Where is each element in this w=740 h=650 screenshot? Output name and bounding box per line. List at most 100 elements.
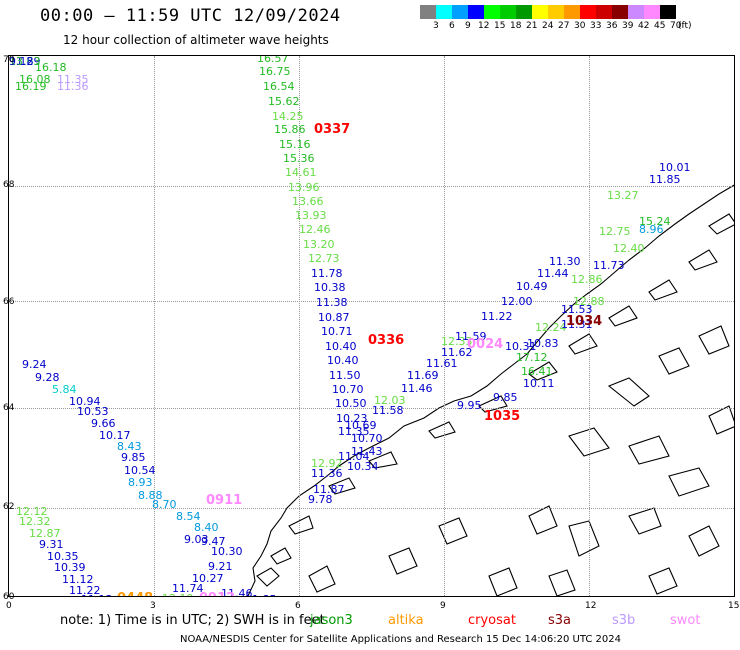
wave-height-label: 15.16 bbox=[279, 138, 311, 151]
wave-height-label: 13.93 bbox=[295, 209, 327, 222]
wave-height-label: 5.84 bbox=[52, 383, 77, 396]
wave-height-label: 11.35 bbox=[338, 425, 370, 438]
colorbar-swatch bbox=[644, 5, 660, 19]
wave-height-label: 9.66 bbox=[91, 417, 116, 430]
wave-height-label: 8.96 bbox=[639, 223, 664, 236]
wave-height-label: 11.31 bbox=[561, 318, 593, 331]
wave-height-label: 9.21 bbox=[208, 560, 233, 573]
wave-height-label: 12.88 bbox=[573, 295, 605, 308]
colorbar-label: 36 bbox=[606, 21, 618, 31]
meridian-gridline bbox=[589, 56, 590, 596]
wave-height-label: 14.25 bbox=[272, 110, 304, 123]
wave-height-label: 11.53 bbox=[561, 303, 593, 316]
pass-time-label: 0912 bbox=[199, 592, 235, 596]
colorbar-swatch bbox=[500, 5, 516, 19]
wave-height-label: 11.30 bbox=[549, 255, 581, 268]
colorbar-swatch bbox=[580, 5, 596, 19]
wave-height-label: 10.40 bbox=[325, 340, 357, 353]
wave-height-label: 8.43 bbox=[117, 440, 142, 453]
meridian-gridline bbox=[299, 56, 300, 596]
wave-height-label: 13.63 bbox=[9, 55, 41, 68]
wave-height-label: 12.33 bbox=[441, 335, 473, 348]
parallel-gridline bbox=[9, 186, 734, 187]
colorbar-swatch bbox=[660, 5, 676, 19]
satellite-legend-s3a: s3a bbox=[548, 613, 572, 628]
wave-height-label: 11.62 bbox=[441, 346, 473, 359]
wave-height-label: 9.24 bbox=[22, 358, 47, 371]
meridian-gridline bbox=[154, 56, 155, 596]
wave-height-label: 16.57 bbox=[257, 55, 289, 65]
wave-height-label: 13.96 bbox=[288, 181, 320, 194]
wave-height-label: 11.85 bbox=[245, 594, 277, 596]
pass-time-label: 0337 bbox=[314, 122, 351, 137]
latitude-tick-label: 62 bbox=[3, 502, 15, 512]
wave-height-label: 9.03 bbox=[184, 533, 209, 546]
colorbar-label: 42 bbox=[638, 21, 650, 31]
latitude-tick-label: 64 bbox=[3, 403, 15, 413]
wave-height-label: 10.30 bbox=[211, 545, 243, 558]
wave-height-label: 10.70 bbox=[351, 432, 383, 445]
wave-height-label: 11.36 bbox=[57, 80, 89, 93]
wave-height-label: 8.70 bbox=[152, 498, 177, 511]
chart-title: 00:00 – 11:59 UTC 12/09/2024 bbox=[40, 6, 341, 26]
wave-height-label: 10.40 bbox=[327, 354, 359, 367]
longitude-tick-label: 12 bbox=[585, 601, 597, 611]
wave-height-label: 11.04 bbox=[338, 450, 370, 463]
wave-height-label: 9.78 bbox=[308, 493, 333, 506]
colorbar-swatch bbox=[516, 5, 532, 19]
meridian-gridline bbox=[444, 56, 445, 596]
coastline bbox=[247, 184, 734, 596]
satellite-legend-swot: swot bbox=[670, 613, 701, 628]
parallel-gridline bbox=[9, 301, 734, 302]
satellite-legend-s3b: s3b bbox=[612, 613, 636, 628]
latitude-tick-label: 66 bbox=[3, 297, 15, 307]
satellite-legend-altika: altika bbox=[388, 613, 424, 628]
wave-height-label: 11.12 bbox=[62, 573, 94, 586]
footnote: note: 1) Time is in UTC; 2) SWH is in fe… bbox=[60, 613, 325, 628]
colorbar-swatch bbox=[564, 5, 580, 19]
parallel-gridline bbox=[9, 408, 734, 409]
wave-height-label: 11.29 bbox=[9, 55, 41, 68]
wave-height-label: 16.18 bbox=[35, 61, 67, 74]
colorbar-label: 3 bbox=[433, 21, 439, 31]
wave-height-label: 11.85 bbox=[649, 173, 681, 186]
latitude-tick-label: 60 bbox=[3, 592, 15, 602]
wave-height-label: 12.00 bbox=[501, 295, 533, 308]
satellite-legend-cryosat: cryosat bbox=[468, 613, 516, 628]
wave-height-label: 10.71 bbox=[321, 325, 353, 338]
colorbar-label: 33 bbox=[590, 21, 602, 31]
wave-height-label: 8.88 bbox=[138, 489, 163, 502]
wave-height-label: 12.12 bbox=[16, 505, 48, 518]
colorbar-label: 27 bbox=[558, 21, 570, 31]
wave-height-label: 12.19 bbox=[162, 593, 194, 596]
wave-height-label: 12.24 bbox=[535, 321, 567, 334]
wave-height-label: 12.32 bbox=[19, 515, 51, 528]
wave-height-label: 10.94 bbox=[69, 395, 101, 408]
wave-height-label: 10.69 bbox=[345, 419, 377, 432]
wave-height-label: 16.75 bbox=[259, 65, 291, 78]
wave-height-label: 11.59 bbox=[455, 330, 487, 343]
wave-height-label: 11.44 bbox=[537, 267, 569, 280]
chart-subtitle: 12 hour collection of altimeter wave hei… bbox=[63, 33, 329, 47]
wave-height-label: 12.87 bbox=[29, 527, 61, 540]
wave-height-label: 11.22 bbox=[481, 310, 513, 323]
latitude-tick-label: 68 bbox=[3, 180, 15, 190]
wave-height-label: 11.78 bbox=[311, 267, 343, 280]
colorbar-swatch bbox=[596, 5, 612, 19]
map-panel: 16.18 16.08 16.19 11.35 11.36 16.57 16.75 16.54… bbox=[8, 55, 735, 597]
longitude-tick-label: 6 bbox=[295, 601, 301, 611]
colorbar bbox=[420, 5, 676, 19]
colorbar-swatch bbox=[436, 5, 452, 19]
wave-height-label: 10.23 bbox=[336, 412, 368, 425]
wave-height-label: 11.46 bbox=[401, 382, 433, 395]
colorbar-swatch bbox=[484, 5, 500, 19]
wave-height-label: 9.85 bbox=[121, 451, 146, 464]
wave-height-label: 12.92 bbox=[311, 457, 343, 470]
wave-height-label: 14.61 bbox=[285, 166, 317, 179]
wave-height-label: 9.95 bbox=[457, 399, 482, 412]
parallel-gridline bbox=[9, 508, 734, 509]
longitude-tick-label: 9 bbox=[440, 601, 446, 611]
wave-height-label: 11.22 bbox=[69, 584, 101, 597]
wave-height-label: 12.40 bbox=[613, 242, 645, 255]
wave-height-label: 8.54 bbox=[176, 510, 201, 523]
